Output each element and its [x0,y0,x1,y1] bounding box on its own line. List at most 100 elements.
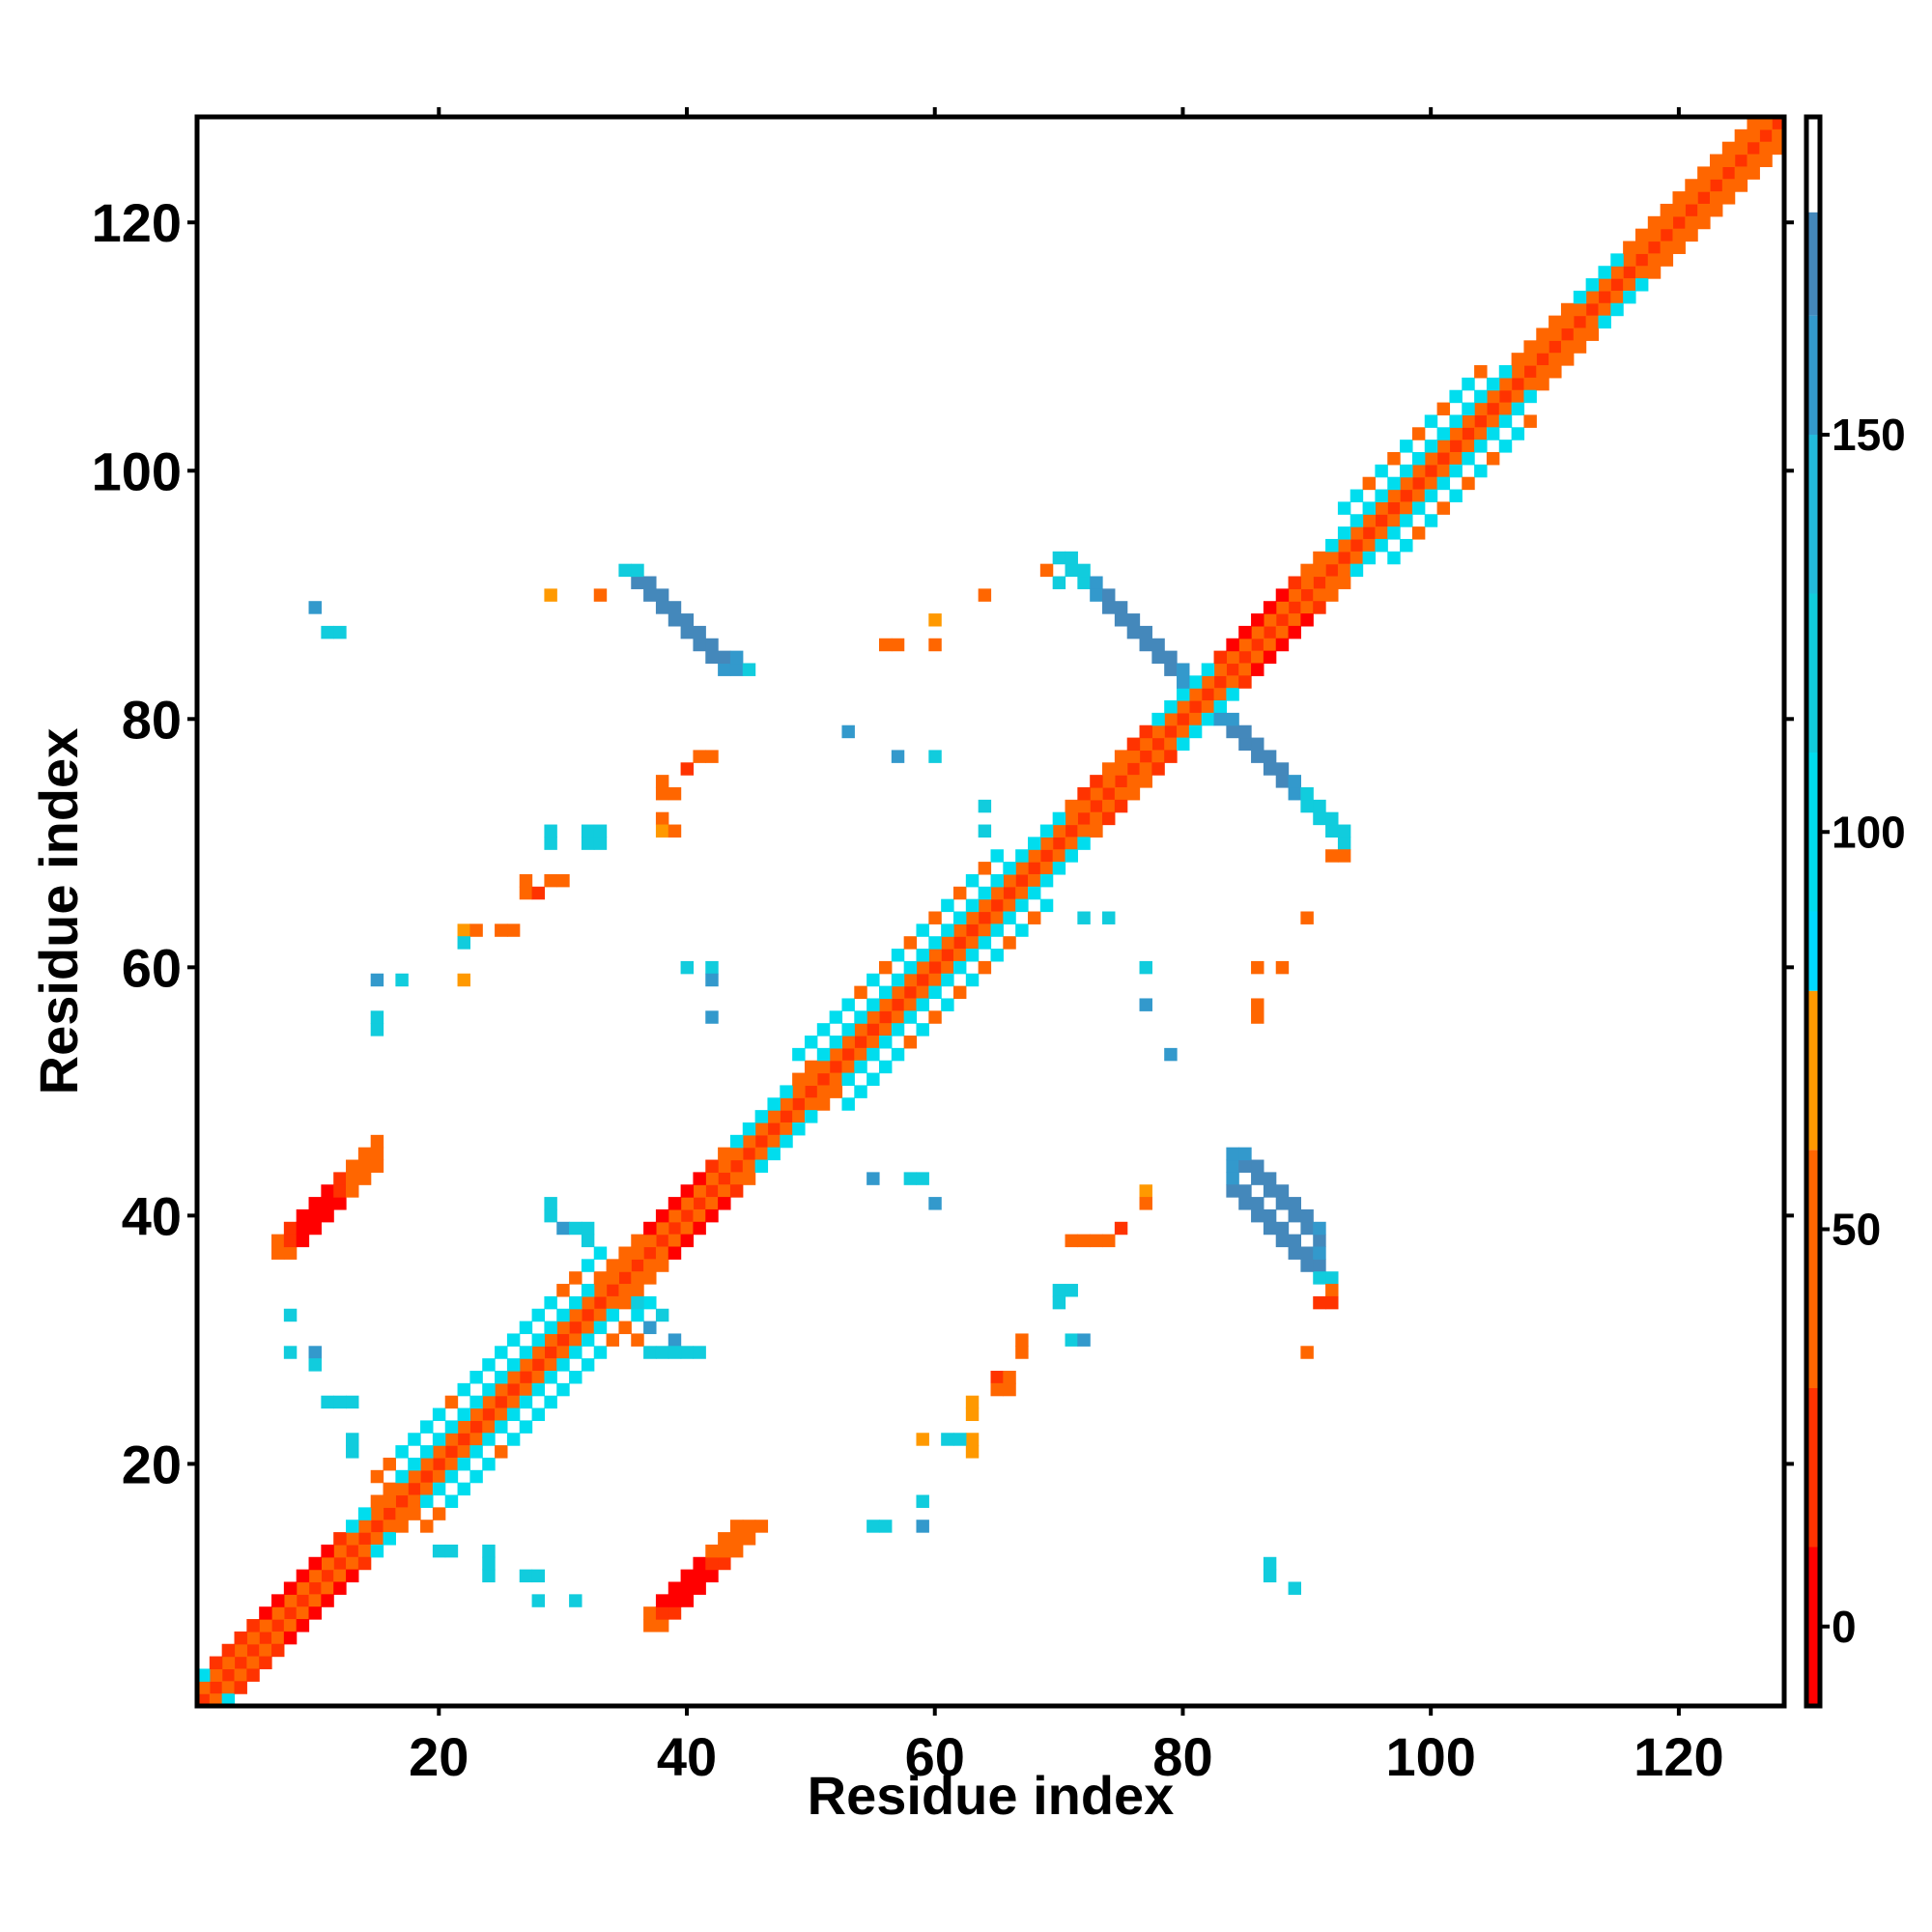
heatmap-cell [234,1643,247,1658]
heatmap-cell [606,1259,620,1272]
heatmap-cell [1102,786,1116,801]
heatmap-cell [1486,451,1500,466]
heatmap-cell [1102,811,1116,826]
heatmap-cell [792,1122,806,1136]
heatmap-cell [729,1159,744,1173]
heatmap-cell [1313,601,1326,614]
heatmap-cell [1226,663,1239,676]
heatmap-cell [1052,862,1066,875]
heatmap-cell [680,1346,695,1359]
heatmap-cell [952,936,967,950]
heatmap-cell [903,998,918,1011]
heatmap-cell [346,1184,359,1198]
heatmap-cell [1474,402,1488,416]
heatmap-cell [333,625,347,639]
heatmap-cell [1623,290,1636,304]
heatmap-cell [655,811,669,826]
heatmap-cell [780,1134,793,1149]
heatmap-cell [1288,613,1301,627]
heatmap-cell [1772,128,1785,143]
heatmap-cell [816,1060,831,1074]
heatmap-cell [928,949,942,962]
heatmap-cell [556,1284,570,1297]
heatmap-cell [1177,712,1190,726]
heatmap-cell [321,625,334,639]
heatmap-cell [544,1321,557,1335]
heatmap-cell [296,1619,310,1633]
heatmap-cell [1015,1346,1029,1359]
heatmap-cell [1300,563,1314,578]
heatmap-cell [544,1371,557,1384]
heatmap-cell [1077,811,1091,826]
heatmap-cell [780,1122,793,1136]
heatmap-cell [432,1407,446,1422]
heatmap-cell [444,1469,459,1484]
heatmap-cell [593,1271,608,1285]
heatmap-cell [420,1494,434,1508]
heatmap-cell [531,1333,546,1347]
y-tick-label: 80 [122,689,182,750]
heatmap-cell [346,1569,359,1583]
heatmap-cell [618,1284,632,1297]
heatmap-cell [1511,353,1525,366]
heatmap-cell [1672,203,1686,217]
heatmap-cell [519,1321,533,1335]
heatmap-cell [1139,750,1152,763]
heatmap-cell [1474,414,1488,428]
heatmap-cell [718,650,731,665]
heatmap-cell [346,1395,359,1409]
heatmap-cell [1015,873,1029,888]
heatmap-cells [197,117,1785,1707]
heatmap-cell [283,1346,298,1359]
heatmap-cell [346,1544,359,1558]
heatmap-cell [978,898,992,913]
heatmap-cell [693,1581,706,1595]
heatmap-cell [432,1544,446,1558]
heatmap-cell [729,1147,744,1161]
heatmap-cell [878,1023,893,1037]
heatmap-cell [1251,1172,1264,1185]
heatmap-cell [1288,576,1301,589]
heatmap-cell [655,1606,669,1620]
heatmap-cell [643,588,657,602]
heatmap-cell [1462,377,1475,391]
heatmap-cell [903,1010,918,1024]
heatmap-cell [631,563,644,578]
heatmap-cell [1610,278,1624,292]
heatmap-cell [680,1594,695,1607]
heatmap-cell [903,960,918,975]
heatmap-cell [1238,1184,1252,1198]
heatmap-cell [718,1172,731,1185]
heatmap-cell [1102,911,1116,924]
heatmap-cell [556,1308,570,1322]
heatmap-cell [1114,613,1128,627]
heatmap-cell [1090,775,1103,788]
heatmap-cell [321,1395,334,1409]
heatmap-cell [482,1457,496,1471]
heatmap-cell [729,1184,744,1198]
heatmap-cell [1362,551,1377,565]
heatmap-cell [1474,464,1488,478]
heatmap-cell [482,1433,496,1446]
colorbar-band [1806,753,1820,912]
heatmap-cell [1585,290,1600,304]
heatmap-cell [1734,166,1748,180]
heatmap-cell [680,960,695,975]
heatmap-cell [618,563,632,578]
heatmap-cell [928,960,942,975]
heatmap-cell [780,1085,793,1098]
heatmap-cell [1275,1197,1290,1210]
heatmap-cell [321,1544,334,1558]
heatmap-cell [668,1606,682,1620]
heatmap-cell [655,588,669,602]
heatmap-cell [1263,1221,1277,1236]
heatmap-cell [1313,1221,1326,1236]
heatmap-cell [928,1197,942,1210]
heatmap-cell [1362,501,1377,515]
heatmap-cell [1164,724,1178,739]
heatmap-cell [1709,179,1723,192]
heatmap-cell [1139,1184,1152,1198]
heatmap-cell [1449,414,1463,428]
heatmap-cell [1238,675,1252,689]
heatmap-cell [259,1606,272,1620]
